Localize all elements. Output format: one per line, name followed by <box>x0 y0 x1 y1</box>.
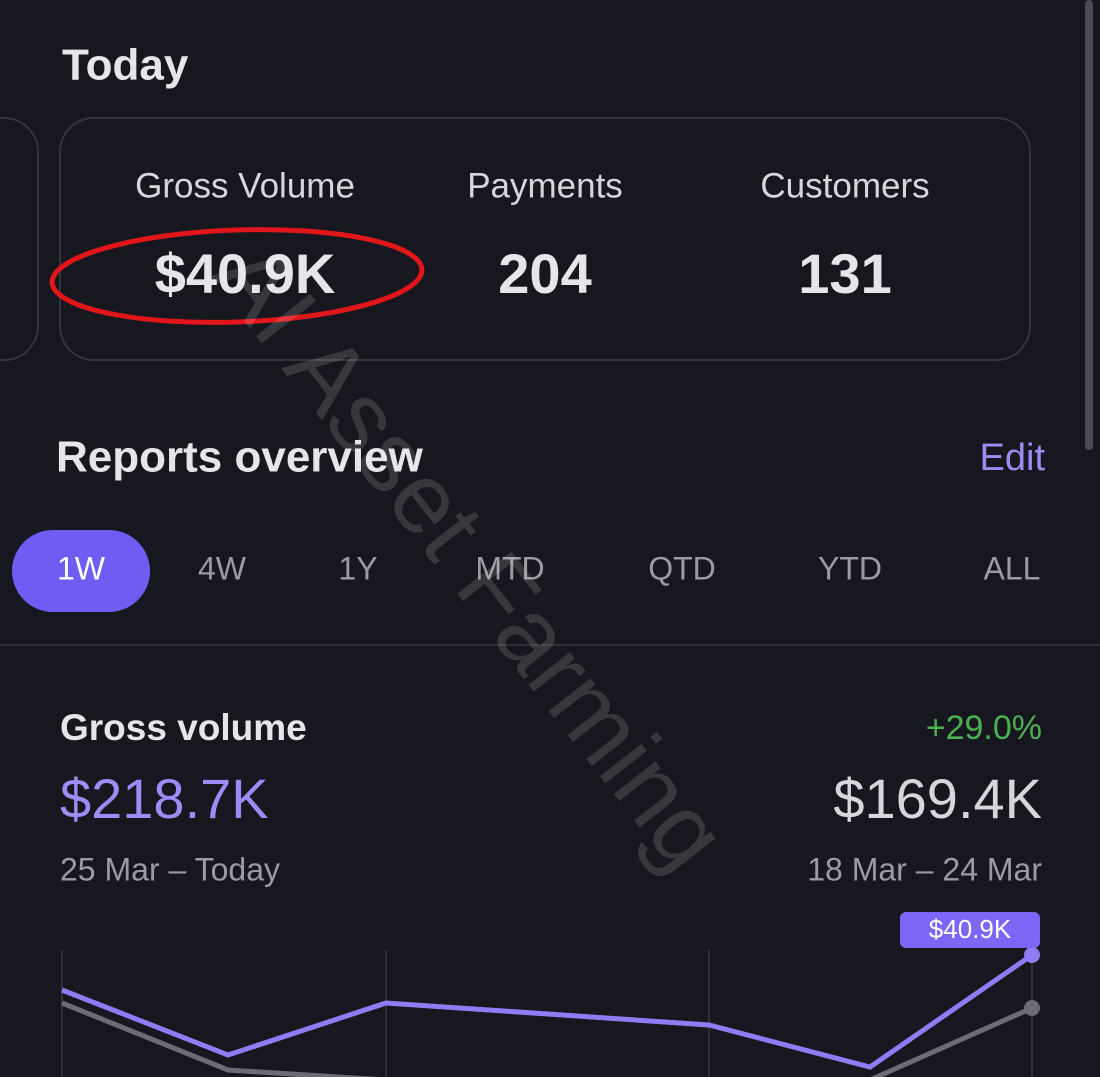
current-line <box>61 952 1034 1070</box>
scrollbar <box>1085 0 1093 450</box>
metrics: Gross Volume $40.9K Payments 204 Customers 13… <box>135 166 930 305</box>
card-partial <box>0 117 39 361</box>
metric-label: Payments <box>467 166 623 205</box>
metric-label: Customers <box>760 166 929 205</box>
tabs: 1W 4W 1Y MTD QTD YTD ALL <box>12 530 1040 612</box>
tab-selected <box>12 530 150 612</box>
current-value: $218.7K <box>60 767 269 830</box>
tab[interactable]: 1Y <box>338 550 377 586</box>
current-dot <box>1024 947 1040 963</box>
sparkline: $40.9K <box>61 912 1040 1077</box>
current-range: 25 Mar – Today <box>60 851 280 887</box>
tab[interactable]: QTD <box>648 550 716 586</box>
edit-button[interactable]: Edit <box>980 437 1046 479</box>
tab[interactable]: ALL <box>984 550 1041 586</box>
change: +29.0% <box>926 709 1042 747</box>
tab[interactable]: 4W <box>198 550 247 586</box>
previous-dot <box>1024 1000 1040 1016</box>
previous-line <box>61 1000 1034 1077</box>
previous-range: 18 Mar – 24 Mar <box>807 851 1042 887</box>
metric-value: $40.9K <box>155 242 336 305</box>
highlight-ellipse <box>49 227 425 325</box>
tab[interactable]: 1W <box>57 550 106 586</box>
metric-value: 204 <box>498 242 591 305</box>
tab[interactable]: MTD <box>475 550 544 586</box>
metric-value: 131 <box>798 242 891 305</box>
previous-value: $169.4K <box>833 767 1042 830</box>
metric-label: Gross Volume <box>135 166 355 205</box>
card-title: Gross volume <box>60 707 307 748</box>
tooltip-label: $40.9K <box>929 914 1012 944</box>
section-title: Reports overview <box>56 433 424 482</box>
section-title: Today <box>62 41 189 90</box>
tooltip <box>900 912 1040 948</box>
metrics-card[interactable] <box>59 117 1031 361</box>
tab[interactable]: YTD <box>818 550 882 586</box>
